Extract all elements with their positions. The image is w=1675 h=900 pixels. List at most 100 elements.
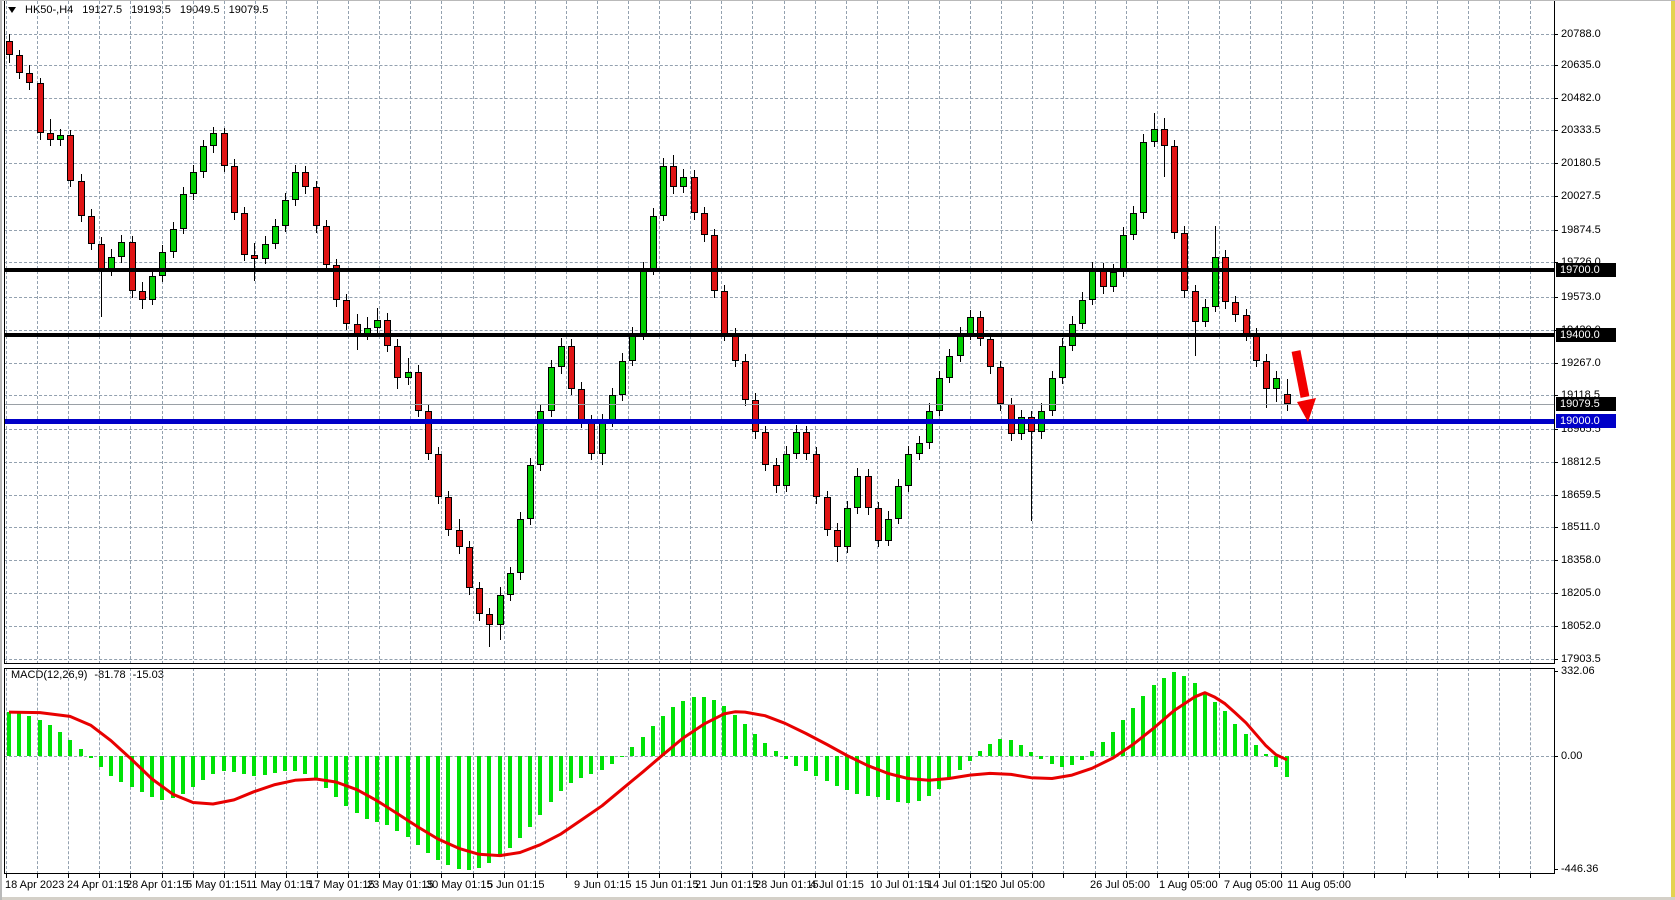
price-axis-tick (1554, 230, 1558, 231)
gridline-horizontal (4, 462, 1554, 463)
candle (1192, 291, 1199, 322)
gridline-vertical (1343, 1, 1345, 664)
time-tick (970, 874, 971, 878)
time-tick (348, 874, 349, 878)
window-bottom-edge (2, 897, 1675, 900)
price-level-line[interactable] (4, 419, 1554, 424)
candle (272, 226, 279, 244)
gridline-vertical (565, 1, 567, 664)
candle (1018, 417, 1025, 435)
price-axis-label: 18358.0 (1561, 554, 1601, 566)
time-axis-label: 7 Aug 05:00 (1224, 879, 1283, 891)
price-level-line[interactable] (4, 333, 1554, 337)
candle (394, 345, 401, 379)
gridline-vertical (37, 1, 39, 664)
time-tick (1405, 874, 1406, 878)
time-tick (1530, 874, 1531, 878)
gridline-horizontal (4, 560, 1554, 561)
time-tick (379, 874, 380, 878)
candle (619, 360, 626, 396)
candle (1110, 271, 1117, 288)
gridline-vertical (348, 1, 350, 664)
time-tick (877, 874, 878, 878)
gridline-vertical (410, 1, 412, 664)
candle (527, 464, 534, 519)
price-axis-label: 20482.0 (1561, 92, 1601, 104)
gridline-vertical (68, 1, 70, 664)
candle (333, 265, 340, 301)
candle (251, 254, 258, 259)
candle-wick (254, 242, 255, 281)
candle (241, 213, 248, 255)
time-tick (317, 874, 318, 878)
candle (159, 252, 166, 277)
candle (200, 146, 207, 173)
candle (905, 453, 912, 487)
gridline-vertical (876, 1, 878, 664)
gridline-vertical (192, 1, 194, 664)
time-axis-label: 11 May 01:15 (246, 879, 312, 891)
price-axis-label: 19573.0 (1561, 291, 1601, 303)
gridline-horizontal (4, 34, 1554, 35)
gridline-horizontal (4, 527, 1554, 528)
gridline-vertical (1498, 668, 1500, 874)
time-axis-label: 28 Jun 01:15 (755, 879, 819, 891)
gridline-vertical (223, 1, 225, 664)
price-axis-tick (1554, 462, 1558, 463)
gridline-vertical (1467, 668, 1469, 874)
gridline-vertical (845, 1, 847, 664)
gridline-vertical (1436, 1, 1438, 664)
time-tick (1437, 874, 1438, 878)
gridline-vertical (1529, 1, 1531, 664)
time-axis-label: 1 Aug 05:00 (1159, 879, 1218, 891)
gridline-vertical (1063, 1, 1065, 664)
candle (691, 176, 698, 214)
time-tick (1157, 874, 1158, 878)
symbol-dropdown-icon[interactable] (8, 7, 16, 13)
time-tick (815, 874, 816, 878)
price-level-line[interactable] (4, 268, 1554, 272)
time-axis-label: 28 Apr 01:15 (126, 879, 189, 891)
candle-wick (101, 237, 102, 318)
gridline-vertical (1032, 1, 1034, 664)
time-tick (1063, 874, 1064, 878)
time-tick (68, 874, 69, 878)
candle (384, 319, 391, 346)
time-axis-label: 5 May 01:15 (186, 879, 247, 891)
gridline-vertical (659, 1, 661, 664)
time-tick (752, 874, 753, 878)
candle (1222, 256, 1229, 303)
time-axis-label: 26 Jul 05:00 (1090, 879, 1150, 891)
time-tick (1468, 874, 1469, 878)
candle (813, 453, 820, 498)
gridline-horizontal (4, 429, 1554, 430)
candle (926, 410, 933, 444)
price-axis-label: 20788.0 (1561, 28, 1601, 40)
candle (16, 55, 23, 73)
candle (824, 497, 831, 530)
candle (742, 360, 749, 400)
candle (221, 133, 228, 166)
price-axis-tick (1554, 527, 1558, 528)
time-axis-label: 4 Jul 01:15 (810, 879, 864, 891)
gridline-vertical (6, 668, 7, 874)
candle (875, 508, 882, 541)
time-axis-label: 5 Jun 01:15 (487, 879, 545, 891)
time-tick (1374, 874, 1375, 878)
gridline-vertical (254, 1, 256, 664)
time-tick (410, 874, 411, 878)
main-plot-border (4, 1, 1555, 664)
gridline-vertical (1405, 668, 1407, 874)
candle (1212, 256, 1219, 307)
time-tick (1250, 874, 1251, 878)
gridline-vertical (1187, 1, 1189, 664)
candle-wick (489, 607, 490, 647)
candle (660, 165, 667, 216)
time-tick (162, 874, 163, 878)
macd-axis-tick (1554, 671, 1558, 672)
gridline-horizontal (4, 65, 1554, 66)
gridline-vertical (534, 1, 536, 664)
gridline-horizontal (4, 593, 1554, 594)
gridline-vertical (1405, 1, 1407, 664)
